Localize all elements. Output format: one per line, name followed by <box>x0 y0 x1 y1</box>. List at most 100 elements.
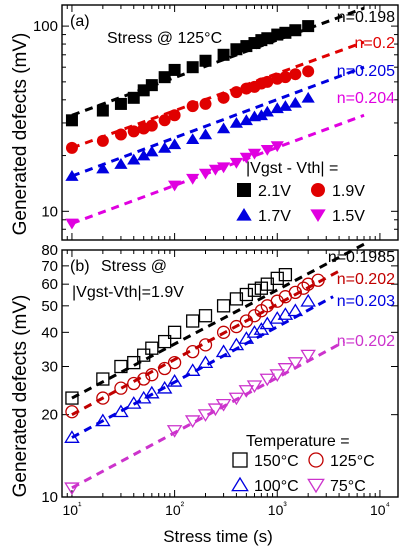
data-point <box>168 180 182 192</box>
data-point <box>289 68 302 81</box>
data-point <box>278 268 293 282</box>
data-point <box>254 109 268 121</box>
data-point <box>114 158 128 169</box>
data-point <box>96 162 110 174</box>
fit-exponent-label: n=0.203 <box>337 293 395 310</box>
panel-annotation: Stress @ 125°C <box>107 30 222 47</box>
y-axis-label: Generated defects (mV) <box>10 295 31 498</box>
data-point <box>247 309 262 323</box>
data-point <box>65 391 79 405</box>
data-point <box>65 218 79 230</box>
data-point <box>145 79 158 92</box>
data-point <box>65 114 78 127</box>
legend-marker <box>308 452 324 468</box>
data-point <box>302 20 315 33</box>
legend-label: 75°C <box>330 478 366 495</box>
legend-label: 1.9V <box>332 183 365 200</box>
data-point <box>145 368 159 382</box>
data-point <box>229 157 244 169</box>
data-point <box>229 319 244 334</box>
data-point <box>278 100 292 111</box>
data-point <box>270 271 284 286</box>
legend-label: 1.7V <box>258 208 291 225</box>
data-point <box>216 299 231 313</box>
y-tick-label: 50 <box>41 298 58 315</box>
legend-label: 125°C <box>330 453 375 470</box>
fit-exponent-label: n=0.2 <box>355 35 396 52</box>
data-point <box>168 138 182 150</box>
data-point <box>215 344 232 358</box>
data-point <box>198 128 213 140</box>
data-point <box>158 114 171 127</box>
y-tick-label: 70 <box>41 258 58 275</box>
fit-line <box>71 40 365 150</box>
data-point <box>230 43 243 56</box>
data-point <box>186 344 200 359</box>
x-axis-label: Stress time (s) <box>163 527 273 546</box>
data-point <box>158 334 172 349</box>
panel-annotation: Stress @ <box>101 258 167 275</box>
data-point <box>168 109 181 122</box>
legend-label: 2.1V <box>258 183 291 200</box>
data-point <box>246 380 263 394</box>
legend-label: 1.5V <box>332 208 365 225</box>
data-point <box>96 104 109 117</box>
panel-label: (a) <box>70 13 90 30</box>
data-point <box>217 91 230 104</box>
data-point <box>247 148 262 160</box>
data-point <box>230 86 243 99</box>
data-point <box>277 363 294 376</box>
data-point <box>238 331 255 344</box>
x-tick-label: 10¹ <box>62 501 82 518</box>
y-tick-label: 20 <box>41 407 58 424</box>
data-point <box>145 341 159 355</box>
legend-title: |Vgst - Vth| = <box>246 160 338 177</box>
data-point <box>158 71 171 84</box>
data-point <box>269 311 286 324</box>
x-tick-label: 10³ <box>268 501 288 518</box>
legend-marker <box>311 183 325 197</box>
data-point <box>186 314 200 328</box>
data-point <box>239 287 254 302</box>
data-point <box>64 482 80 496</box>
fit-exponent-label: n=0.202 <box>337 271 395 288</box>
data-point <box>95 413 111 427</box>
data-point <box>137 372 151 386</box>
data-point <box>197 355 214 369</box>
data-point <box>199 54 212 67</box>
data-point <box>65 141 78 154</box>
data-point <box>167 325 182 339</box>
data-point <box>184 363 201 376</box>
plot-frame <box>61 249 399 498</box>
data-point <box>198 309 213 323</box>
data-point <box>186 61 199 74</box>
y-tick-label: 100 <box>33 18 58 35</box>
fit-line <box>71 269 340 416</box>
fit-exponent-label: n=0.198 <box>337 9 395 26</box>
data-point <box>216 122 231 134</box>
data-point <box>184 415 201 429</box>
data-point <box>261 75 274 88</box>
data-point <box>208 164 223 176</box>
data-point <box>247 283 262 297</box>
y-tick-label: 60 <box>41 276 58 293</box>
data-point <box>96 372 110 386</box>
data-point <box>260 144 274 156</box>
data-point <box>207 403 224 417</box>
fit-line <box>71 6 365 117</box>
legend-marker <box>310 209 326 222</box>
data-point <box>300 293 316 307</box>
data-point <box>261 32 274 45</box>
panel-annotation: |Vgst-Vth|=1.9V <box>72 284 184 301</box>
data-point <box>114 128 127 141</box>
data-point <box>288 96 302 108</box>
data-point <box>287 303 304 317</box>
data-point <box>65 170 79 181</box>
x-tick-label: 10⁴ <box>370 501 390 518</box>
data-point <box>158 361 172 376</box>
data-point <box>216 325 231 339</box>
data-point <box>216 162 231 174</box>
data-point <box>113 404 129 418</box>
data-point <box>127 91 140 104</box>
